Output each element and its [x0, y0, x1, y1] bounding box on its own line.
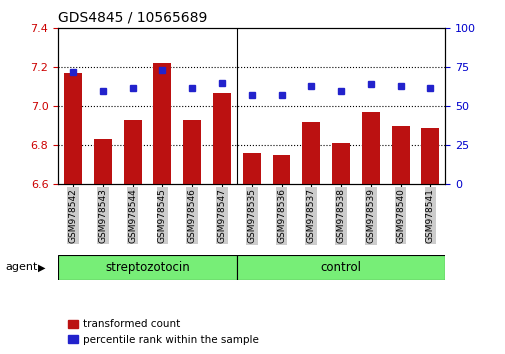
Bar: [94, 139, 112, 184]
Bar: [58, 255, 236, 280]
Bar: [331, 143, 349, 184]
Text: GDS4845 / 10565689: GDS4845 / 10565689: [58, 11, 207, 25]
Bar: [64, 73, 82, 184]
Bar: [183, 120, 200, 184]
Bar: [361, 112, 379, 184]
Bar: [302, 122, 320, 184]
Legend: transformed count, percentile rank within the sample: transformed count, percentile rank withi…: [63, 315, 263, 349]
Text: control: control: [320, 261, 361, 274]
Bar: [421, 127, 438, 184]
Bar: [213, 92, 230, 184]
Text: agent: agent: [5, 262, 37, 272]
Text: streptozotocin: streptozotocin: [105, 261, 189, 274]
Bar: [242, 153, 260, 184]
Text: ▶: ▶: [38, 262, 45, 272]
Bar: [123, 120, 141, 184]
Bar: [236, 255, 444, 280]
Bar: [391, 126, 409, 184]
Bar: [272, 155, 290, 184]
Bar: [153, 63, 171, 184]
